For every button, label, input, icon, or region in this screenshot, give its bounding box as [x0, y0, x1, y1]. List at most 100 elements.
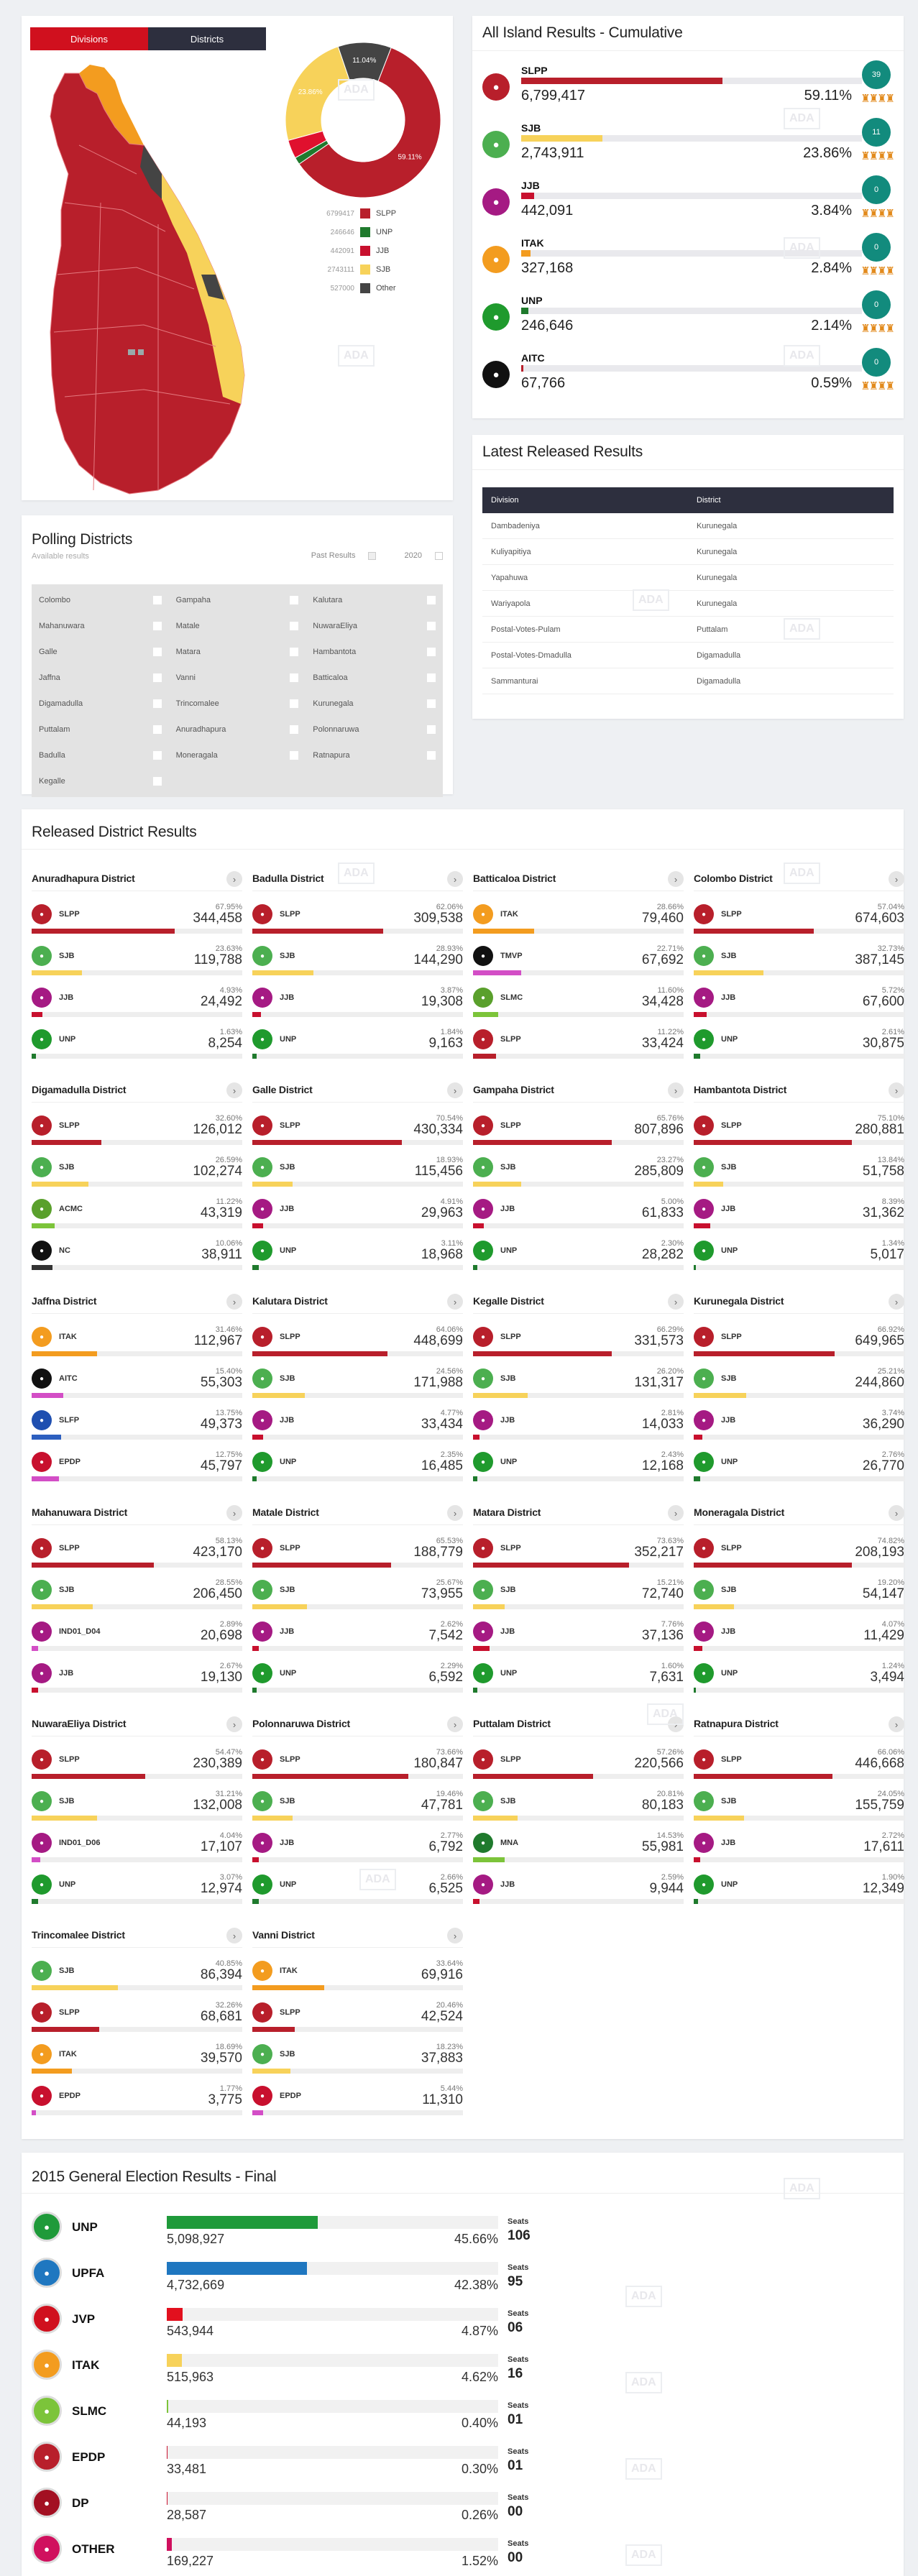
chevron-right-icon[interactable]: › [447, 1294, 463, 1310]
polling-district-item[interactable]: Matara [168, 639, 306, 665]
polling-district-item[interactable]: Anuradhapura [168, 717, 306, 742]
polling-district-item[interactable]: Mahanuwara [32, 613, 169, 639]
party-votes: 5,098,927 [167, 2232, 225, 2246]
table-row[interactable]: Wariyapola Kurunegala [482, 591, 894, 617]
chevron-right-icon[interactable]: › [226, 1928, 242, 1944]
chevron-right-icon[interactable]: › [668, 1082, 684, 1098]
polling-district-item[interactable]: Kurunegala [306, 691, 443, 717]
past-results-toggle[interactable]: Past Results [298, 551, 377, 560]
chevron-right-icon[interactable]: › [889, 1294, 904, 1310]
donut-slice[interactable] [298, 47, 441, 198]
chevron-right-icon[interactable]: › [668, 1505, 684, 1521]
vote-share-donut[interactable]: 59.11% 23.86% 11.04% [280, 37, 446, 203]
unp-logo-icon: ● [694, 1663, 714, 1683]
polling-district-checkbox[interactable] [152, 596, 162, 604]
party-votes: 34,428 [641, 994, 684, 1009]
party-name: JJB [721, 1839, 736, 1847]
chevron-right-icon[interactable]: › [226, 1082, 242, 1098]
table-row[interactable]: Postal-Votes-Pulam Puttalam [482, 617, 894, 643]
chevron-right-icon[interactable]: › [889, 871, 904, 887]
polling-district-checkbox[interactable] [152, 725, 162, 734]
tab-divisions[interactable]: Divisions [30, 27, 148, 50]
party-bar [473, 1476, 684, 1481]
polling-district-checkbox[interactable] [152, 673, 162, 682]
district-party-row: ● JJB 4.07% 11,429 [694, 1614, 904, 1657]
polling-district-checkbox[interactable] [290, 648, 299, 656]
polling-district-item[interactable]: Kegalle [32, 768, 169, 794]
polling-district-item[interactable]: Galle [32, 639, 169, 665]
polling-district-checkbox[interactable] [152, 699, 162, 708]
chevron-right-icon[interactable]: › [447, 871, 463, 887]
sri-lanka-results-map[interactable] [36, 59, 273, 497]
chevron-right-icon[interactable]: › [447, 1505, 463, 1521]
polling-district-label: Digamadulla [39, 699, 83, 708]
aitc-logo-icon: ● [482, 361, 510, 388]
polling-district-item[interactable]: Matale [168, 613, 306, 639]
polling-district-item[interactable]: Kalutara [306, 587, 443, 613]
chevron-right-icon[interactable]: › [447, 1716, 463, 1732]
chevron-right-icon[interactable]: › [226, 1294, 242, 1310]
table-row[interactable]: Sammanturai Digamadulla [482, 668, 894, 694]
donut-slice[interactable] [337, 42, 392, 82]
polling-district-item[interactable]: Hambantota [306, 639, 443, 665]
chevron-right-icon[interactable]: › [889, 1505, 904, 1521]
party-percent: 4.77% [440, 1409, 463, 1417]
donut-slice[interactable] [285, 46, 350, 141]
polling-district-item[interactable]: Colombo [32, 587, 169, 613]
table-row[interactable]: Postal-Votes-Dmadulla Digamadulla [482, 643, 894, 668]
polling-district-item[interactable]: Polonnaruwa [306, 717, 443, 742]
chevron-right-icon[interactable]: › [226, 1716, 242, 1732]
polling-district-item[interactable]: Badulla [32, 742, 169, 768]
year-checkbox[interactable] [435, 551, 443, 560]
polling-district-checkbox[interactable] [290, 596, 299, 604]
polling-district-checkbox[interactable] [426, 596, 436, 604]
tab-districts[interactable]: Districts [148, 27, 266, 50]
table-row[interactable]: Kuliyapitiya Kurunegala [482, 539, 894, 565]
polling-district-checkbox[interactable] [152, 622, 162, 630]
polling-district-checkbox[interactable] [426, 725, 436, 734]
polling-district-checkbox[interactable] [426, 673, 436, 682]
party-votes: 30,875 [862, 1036, 904, 1051]
year-toggle[interactable]: 2020 [392, 551, 443, 560]
chevron-right-icon[interactable]: › [447, 1928, 463, 1944]
polling-district-checkbox[interactable] [426, 751, 436, 760]
table-row[interactable]: Yapahuwa Kurunegala [482, 565, 894, 591]
past-results-checkbox[interactable] [368, 551, 377, 560]
chevron-right-icon[interactable]: › [668, 1294, 684, 1310]
chevron-right-icon[interactable]: › [889, 1716, 904, 1732]
party-percent: 31.46% [215, 1325, 242, 1334]
party-name: SLFP [59, 1416, 80, 1425]
table-row[interactable]: Dambadeniya Kurunegala [482, 513, 894, 539]
polling-district-item[interactable]: Gampaha [168, 587, 306, 613]
chevron-right-icon[interactable]: › [447, 1082, 463, 1098]
polling-district-item[interactable]: Batticaloa [306, 665, 443, 691]
district-party-row: ● AITC 15.40% 55,303 [32, 1361, 242, 1404]
polling-district-checkbox[interactable] [426, 699, 436, 708]
polling-district-item[interactable]: Moneragala [168, 742, 306, 768]
polling-district-checkbox[interactable] [426, 648, 436, 656]
polling-district-item[interactable]: NuwaraEliya [306, 613, 443, 639]
polling-district-checkbox[interactable] [290, 751, 299, 760]
polling-district-checkbox[interactable] [426, 622, 436, 630]
polling-district-checkbox[interactable] [290, 622, 299, 630]
polling-district-checkbox[interactable] [152, 648, 162, 656]
polling-district-checkbox[interactable] [290, 673, 299, 682]
polling-district-item[interactable]: Vanni [168, 665, 306, 691]
polling-district-item[interactable]: Digamadulla [32, 691, 169, 717]
dp-logo-icon: ● [32, 2488, 62, 2518]
polling-district-item[interactable]: Jaffna [32, 665, 169, 691]
chevron-right-icon[interactable]: › [226, 1505, 242, 1521]
polling-district-checkbox[interactable] [152, 777, 162, 786]
chevron-right-icon[interactable]: › [668, 871, 684, 887]
polling-district-item[interactable]: Puttalam [32, 717, 169, 742]
division-cell: Dambadeniya [491, 521, 540, 530]
polling-district-checkbox[interactable] [152, 751, 162, 760]
polling-district-item[interactable]: Trincomalee [168, 691, 306, 717]
polling-district-checkbox[interactable] [290, 699, 299, 708]
polling-district-checkbox[interactable] [290, 725, 299, 734]
chevron-right-icon[interactable]: › [889, 1082, 904, 1098]
polling-district-item[interactable]: Ratnapura [306, 742, 443, 768]
party-bar-fill [473, 1393, 528, 1398]
party-bar [32, 1563, 242, 1568]
chevron-right-icon[interactable]: › [226, 871, 242, 887]
